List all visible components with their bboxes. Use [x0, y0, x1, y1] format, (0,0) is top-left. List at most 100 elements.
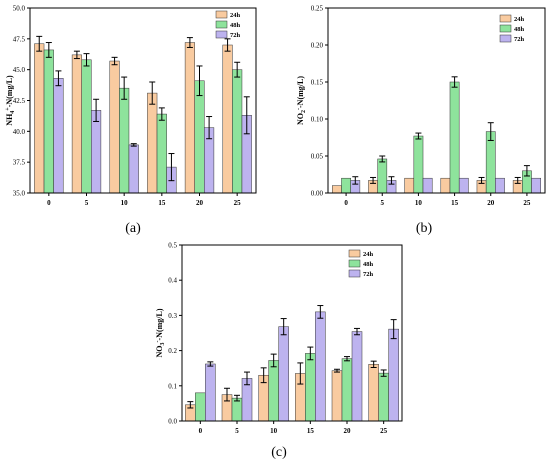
- bar: [368, 364, 379, 422]
- y-axis-label-base: NO: [155, 346, 164, 358]
- bar: [331, 370, 343, 422]
- bar: [377, 158, 388, 194]
- y-tick-label: 40.0: [13, 128, 26, 136]
- plot-frame: [327, 7, 546, 194]
- bar: [422, 177, 433, 194]
- legend-label: 24h: [230, 12, 241, 19]
- panel-label: (c): [271, 445, 287, 460]
- y-axis-label-sup: +: [5, 107, 11, 111]
- chart-panel: 0.00 0.05 0.10 0.15 0.20 0.25 0 5 10 15 20 25 NO2--N…: [296, 5, 546, 236]
- legend-label: 48h: [363, 261, 374, 268]
- legend-swatch: [215, 20, 228, 29]
- bar: [109, 60, 120, 194]
- legend-label: 48h: [230, 22, 241, 29]
- bar: [232, 69, 243, 194]
- y-axis-label-tail: -N(mg/L): [155, 308, 164, 340]
- legend-swatch: [499, 34, 512, 43]
- bar: [91, 110, 102, 194]
- x-tick-label: 20: [196, 199, 204, 207]
- bar: [388, 328, 399, 422]
- bar: [119, 87, 130, 194]
- legend-swatch: [348, 249, 361, 258]
- legend-label: 24h: [363, 251, 374, 258]
- chart-panel: 35.0 37.5 40.0 42.5 45.0 47.5 50.0 0 5 10 15 20 25 NH…: [5, 5, 257, 236]
- bar: [156, 113, 167, 194]
- x-tick-label: 0: [199, 427, 203, 435]
- y-tick-label: 0.4: [168, 277, 177, 285]
- y-tick-label: 0.20: [311, 42, 324, 50]
- bar: [71, 54, 82, 194]
- bar: [305, 353, 316, 422]
- x-tick-label: 15: [307, 427, 315, 435]
- y-tick-label: 0.05: [311, 153, 324, 161]
- x-tick-label: 5: [381, 199, 385, 207]
- legend-swatch: [499, 14, 512, 23]
- x-tick-label: 25: [523, 199, 531, 207]
- x-tick-label: 25: [380, 427, 388, 435]
- bar: [315, 311, 326, 422]
- bar: [184, 42, 195, 194]
- legend-label: 48h: [514, 26, 525, 33]
- legend-swatch: [215, 10, 228, 19]
- y-axis-label-sup: -: [155, 341, 161, 343]
- y-axis-label: NO2--N(mg/L): [296, 76, 307, 125]
- bar: [205, 363, 216, 422]
- legend-label: 24h: [514, 16, 525, 23]
- bar: [194, 80, 205, 194]
- bar: [495, 177, 505, 194]
- y-axis-label-tail: -N(mg/L): [5, 75, 14, 107]
- y-tick-label: 35.0: [13, 190, 26, 198]
- legend-label: 72h: [514, 36, 525, 43]
- bar: [404, 177, 415, 194]
- legend-swatch: [348, 259, 361, 268]
- legend-label: 72h: [230, 32, 241, 39]
- x-tick-label: 15: [158, 199, 166, 207]
- x-tick-label: 10: [121, 199, 129, 207]
- y-tick-label: 0.2: [168, 347, 177, 355]
- y-axis-label: NO3--N(mg/L): [155, 308, 166, 357]
- y-tick-label: 0.10: [311, 116, 324, 124]
- legend-swatch: [348, 269, 361, 278]
- y-axis-label-sub: 2: [301, 110, 307, 113]
- y-axis-label-base: NH: [5, 113, 14, 126]
- bar: [341, 358, 353, 422]
- y-tick-label: 0.25: [311, 5, 324, 13]
- legend-swatch: [215, 30, 228, 39]
- y-tick-label: 47.5: [13, 35, 26, 43]
- plot-frame: [181, 244, 403, 422]
- bar: [351, 331, 363, 422]
- y-tick-label: 42.5: [13, 97, 26, 105]
- bar: [531, 177, 541, 194]
- x-tick-label: 20: [487, 199, 495, 207]
- x-tick-label: 0: [47, 199, 51, 207]
- y-tick-label: 37.5: [13, 159, 26, 167]
- y-axis-label-base: NO: [296, 113, 305, 125]
- bar: [440, 177, 451, 194]
- bar: [147, 92, 158, 194]
- y-tick-label: 0.0: [168, 418, 177, 426]
- bar: [278, 326, 289, 422]
- x-tick-label: 20: [344, 427, 352, 435]
- y-axis-label-sup: -: [296, 108, 302, 110]
- y-tick-label: 50.0: [13, 5, 26, 13]
- bar: [332, 185, 342, 194]
- y-tick-label: 0.00: [311, 190, 324, 198]
- bar: [231, 397, 243, 422]
- x-tick-label: 0: [344, 199, 348, 207]
- y-axis-label-sub: 3: [160, 343, 166, 346]
- chart-panel: 0.0 0.1 0.2 0.3 0.4 0.5 0 5 10 15 20 25 NO3--N(mg/L)…: [155, 242, 403, 460]
- panel-label: (b): [416, 221, 433, 236]
- bar: [449, 81, 460, 194]
- x-tick-label: 5: [85, 199, 89, 207]
- bar: [341, 177, 351, 194]
- y-tick-label: 0.3: [168, 312, 177, 320]
- y-tick-label: 0.15: [311, 79, 324, 87]
- x-tick-label: 10: [270, 427, 278, 435]
- y-axis-label-tail: -N(mg/L): [296, 76, 305, 108]
- bar: [195, 392, 206, 422]
- bar: [413, 135, 424, 194]
- panel-label: (a): [125, 221, 141, 236]
- bar: [81, 59, 92, 194]
- y-axis-label: NH4+-N(mg/L): [5, 75, 16, 126]
